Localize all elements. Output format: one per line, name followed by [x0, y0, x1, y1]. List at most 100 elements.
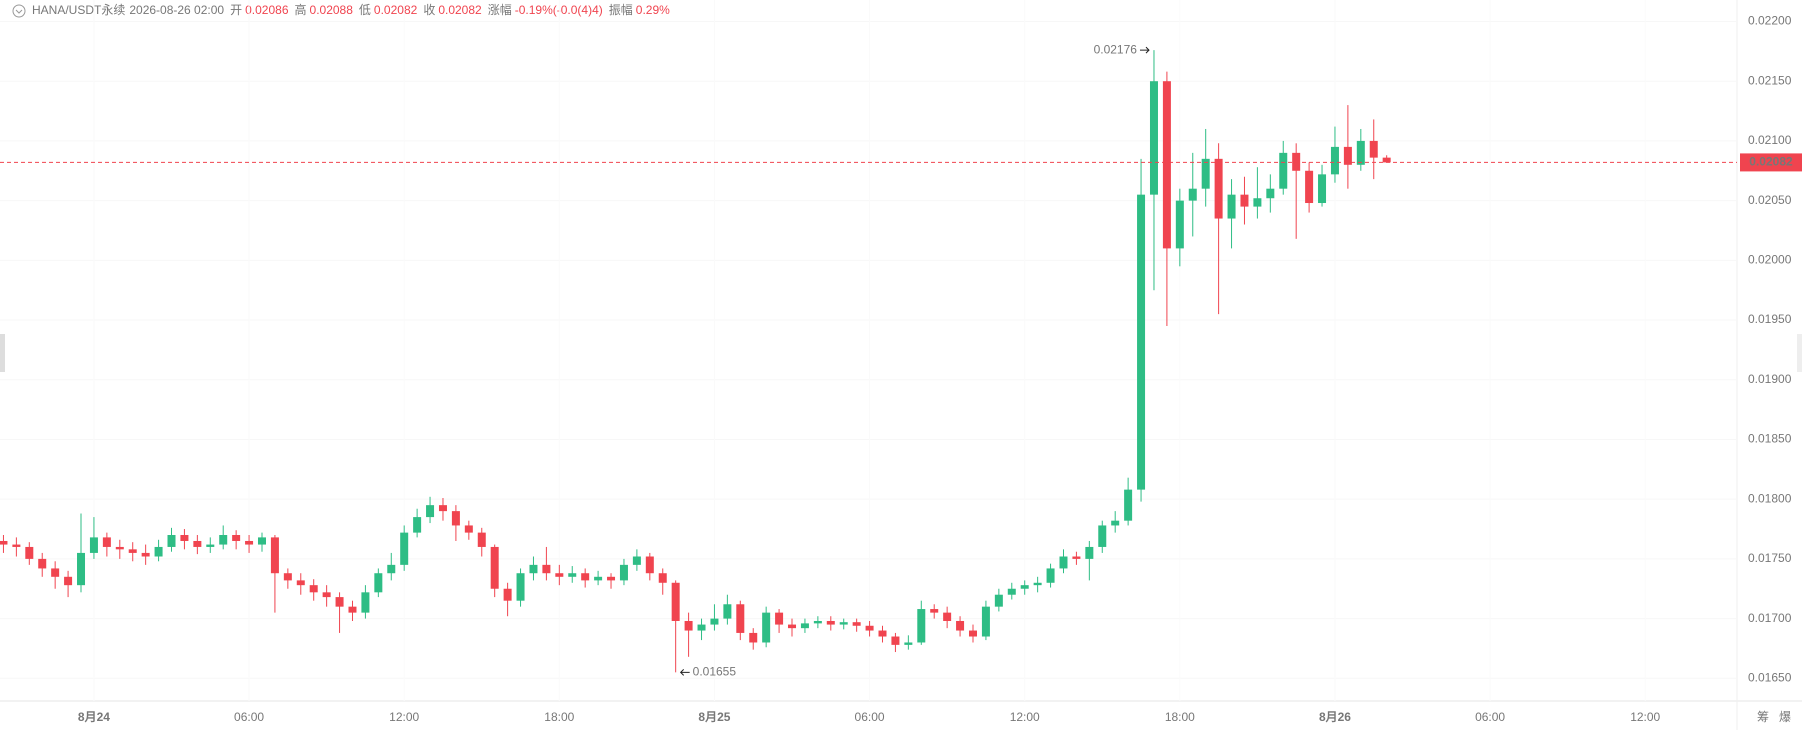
candle-body: [1356, 140, 1365, 165]
candle-body: [1305, 170, 1314, 204]
candle-body: [658, 573, 667, 583]
field-value: 0.29%: [636, 3, 670, 17]
candle-body: [1111, 520, 1120, 526]
candle-body: [671, 582, 680, 621]
candle-body: [943, 612, 952, 621]
candle-body: [154, 546, 163, 557]
candle-body: [0, 540, 8, 545]
candle-body: [878, 630, 887, 637]
candle-body: [413, 517, 422, 533]
candle-body: [1318, 174, 1327, 204]
candle-body: [891, 636, 900, 645]
candle-body: [232, 535, 241, 541]
candle-body: [594, 576, 603, 581]
y-tick-label: 0.02200: [1748, 14, 1792, 28]
candle-body: [529, 564, 538, 574]
candle-body: [270, 537, 279, 574]
candle-body: [775, 612, 784, 625]
candle-body: [426, 505, 435, 518]
candle-body: [167, 535, 176, 547]
candle-body: [477, 532, 486, 547]
candle-body: [1098, 525, 1107, 547]
field-value: 0.02088: [310, 3, 354, 17]
candle-body: [568, 573, 577, 577]
field-value: -0.19%(-0.0(4)4): [515, 3, 603, 17]
candle-body: [762, 612, 771, 643]
candle-body: [180, 535, 189, 541]
side-tab[interactable]: [0, 334, 5, 372]
candle-body: [981, 606, 990, 637]
candle-body: [464, 525, 473, 533]
candle-body: [245, 540, 254, 545]
candle-body: [555, 573, 564, 577]
side-tab[interactable]: [1797, 334, 1802, 372]
candle-body: [1292, 152, 1301, 171]
y-tick-label: 0.02150: [1748, 73, 1792, 87]
y-tick-label: 0.01700: [1748, 611, 1792, 625]
candle-body: [51, 568, 60, 577]
candle-body: [1059, 556, 1068, 569]
y-tick-label: 0.02000: [1748, 253, 1792, 267]
candle-body: [64, 576, 73, 586]
candle-body: [322, 592, 331, 598]
candle-body: [400, 532, 409, 565]
candle-body: [581, 573, 590, 581]
candle-body: [1214, 158, 1223, 219]
candle-body: [904, 642, 913, 645]
candle-body: [1085, 546, 1094, 559]
candle-body: [503, 588, 512, 601]
candle-body: [917, 609, 926, 643]
corner-icon[interactable]: 筹: [1757, 710, 1769, 724]
candle-body: [1227, 194, 1236, 219]
candle-body: [1124, 489, 1133, 521]
candle-body: [1188, 188, 1197, 201]
header: HANA/USDT永续 2026-08-26 02:00 开 0.02086 高 0.02…: [32, 2, 670, 17]
high-arrow: [1139, 46, 1150, 54]
corner-icon[interactable]: 爆: [1779, 710, 1791, 724]
candle-body: [1162, 81, 1171, 249]
candle-body: [451, 511, 460, 526]
candle-body: [1007, 588, 1016, 595]
candle-body: [516, 573, 525, 601]
candle-body: [309, 585, 318, 593]
collapse-icon[interactable]: [12, 4, 26, 18]
field-label: 高: [295, 2, 307, 17]
candle-body: [632, 556, 641, 565]
field-label: 低: [359, 3, 371, 17]
candle-body: [994, 594, 1003, 607]
x-tick-label: 12:00: [1630, 710, 1660, 724]
candle-body: [335, 597, 344, 607]
candle-body: [723, 604, 732, 619]
x-tick-label: 06:00: [855, 710, 885, 724]
last-price-tag: [1740, 153, 1802, 172]
y-tick-label: 0.01850: [1748, 432, 1792, 446]
y-tick-label: 0.02050: [1748, 193, 1792, 207]
candle-body: [839, 622, 848, 625]
candle-body: [1020, 585, 1029, 589]
candle-body: [128, 549, 137, 553]
candle-body: [438, 505, 447, 512]
candle-body: [619, 564, 628, 581]
candle-body: [684, 620, 693, 631]
field-value: 0.02082: [438, 3, 482, 17]
candle-body: [1279, 152, 1288, 189]
candle-body: [387, 564, 396, 574]
candle-body: [1369, 140, 1378, 158]
candle-body: [710, 618, 719, 625]
low-arrow: [679, 668, 690, 676]
field-label: 收: [423, 3, 435, 17]
candle-body: [348, 606, 357, 613]
x-tick-label: 06:00: [1475, 710, 1505, 724]
candle-body: [1046, 568, 1055, 583]
candle-body: [1330, 146, 1339, 175]
candle-body: [193, 540, 202, 547]
candle-body: [826, 620, 835, 625]
candle-body: [257, 537, 266, 545]
candle-body: [852, 622, 861, 626]
candle-body: [697, 624, 706, 631]
candle-body: [1253, 198, 1262, 207]
candle-body: [800, 623, 809, 629]
candle-body: [25, 546, 34, 559]
